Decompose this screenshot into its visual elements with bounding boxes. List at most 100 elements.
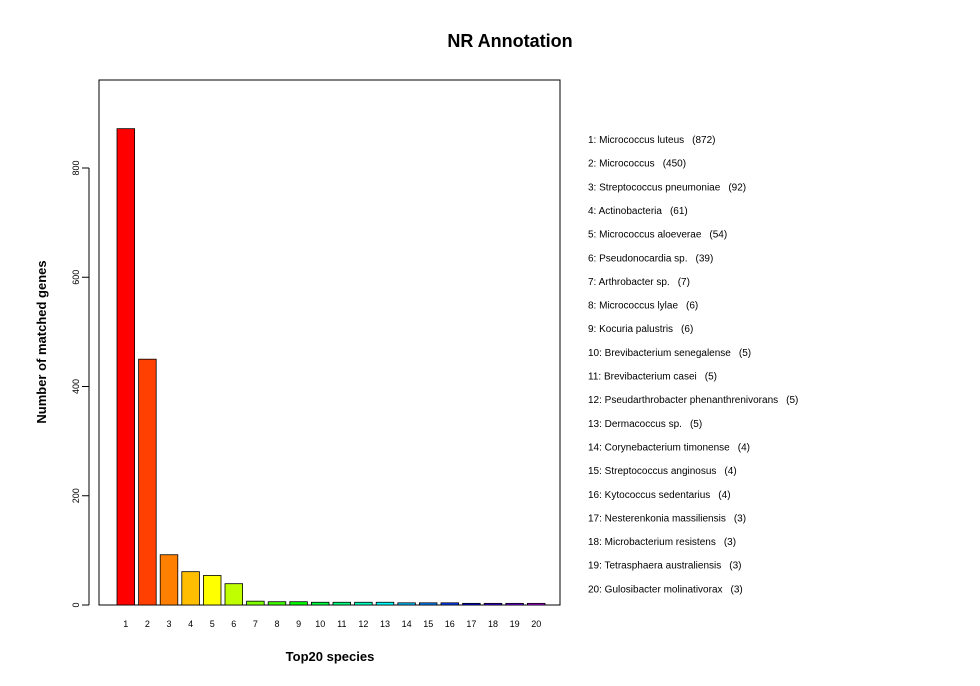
legend-entry-label: 13: Dermacoccus sp. (588, 419, 682, 430)
bars (116, 128, 546, 606)
legend-entry-count: (92) (728, 182, 746, 193)
legend-entry-count: (5) (690, 419, 702, 430)
legend-entry: 7: Arthrobacter sp. (7) (588, 277, 690, 288)
legend-entry: 8: Micrococcus lylae (6) (588, 301, 698, 312)
legend-entry: 17: Nesterenkonia massiliensis (3) (588, 513, 746, 524)
bar-17 (462, 602, 481, 606)
legend-entry-label: 6: Pseudonocardia sp. (588, 253, 688, 264)
bar-2 (138, 358, 157, 606)
y-tick-label: 600 (71, 270, 81, 285)
x-tick-label: 18 (488, 619, 498, 629)
x-tick-label: 20 (531, 619, 541, 629)
legend-entry-count: (54) (709, 230, 727, 241)
legend-entry: 3: Streptococcus pneumoniae (92) (588, 182, 746, 193)
legend-entry-label: 7: Arthrobacter sp. (588, 277, 670, 288)
legend-entry: 1: Micrococcus luteus (872) (588, 135, 716, 146)
legend-entry-label: 20: Gulosibacter molinativorax (588, 584, 723, 595)
bar-3 (159, 554, 179, 606)
legend-entry: 13: Dermacoccus sp. (5) (588, 419, 702, 430)
legend-entry-label: 2: Micrococcus (588, 159, 655, 170)
y-tick-label: 800 (71, 160, 81, 175)
legend: 1: Micrococcus luteus (872) 2: Micrococcus… (588, 135, 798, 595)
legend-entry-label: 18: Microbacterium resistens (588, 537, 716, 548)
legend-entry-count: (3) (724, 537, 736, 548)
bar-13 (375, 601, 395, 606)
legend-entry-label: 10: Brevibacterium senegalense (588, 348, 731, 359)
legend-entry-count: (3) (731, 584, 743, 595)
legend-entry: 10: Brevibacterium senegalense (5) (588, 348, 751, 359)
legend-entry-count: (5) (739, 348, 751, 359)
legend-entry-label: 1: Micrococcus luteus (588, 135, 684, 146)
bar-10 (310, 601, 330, 606)
x-tick-label: 17 (466, 619, 476, 629)
legend-entry-count: (4) (718, 490, 730, 501)
legend-entry-count: (4) (738, 442, 750, 453)
legend-entry-count: (5) (786, 395, 798, 406)
legend-entry-count: (872) (692, 135, 715, 146)
x-tick-label: 19 (510, 619, 520, 629)
x-tick-label: 7 (253, 619, 258, 629)
bar-9 (289, 601, 308, 606)
bar-19 (505, 602, 524, 606)
bar-16 (440, 602, 460, 606)
legend-entry-count: (6) (681, 324, 693, 335)
x-tick-label: 11 (337, 619, 346, 629)
x-tick-label: 16 (445, 619, 455, 629)
x-tick-label: 6 (231, 619, 236, 629)
legend-entry-count: (6) (686, 301, 698, 312)
legend-entry: 11: Brevibacterium casei (5) (588, 372, 717, 383)
bar-20 (527, 602, 546, 606)
legend-entry: 14: Corynebacterium timonense (4) (588, 442, 750, 453)
legend-entry: 6: Pseudonocardia sp. (39) (588, 253, 713, 264)
bar-4 (181, 571, 200, 606)
x-tick-label: 3 (166, 619, 171, 629)
legend-entry-count: (3) (734, 513, 746, 524)
legend-entry-label: 17: Nesterenkonia massiliensis (588, 513, 726, 524)
x-tick-label: 5 (210, 619, 215, 629)
bar-18 (483, 602, 503, 606)
x-axis-label: Top20 species (286, 649, 375, 664)
legend-entry: 9: Kocuria palustris (6) (588, 324, 693, 335)
legend-entry-label: 16: Kytococcus sedentarius (588, 490, 710, 501)
legend-entry-label: 12: Pseudarthrobacter phenanthrenivorans (588, 395, 778, 406)
legend-entry: 12: Pseudarthrobacter phenanthrenivorans… (588, 395, 798, 406)
chart-title: NR Annotation (447, 31, 572, 51)
legend-entry: 4: Actinobacteria (61) (588, 206, 688, 217)
x-tick-label: 8 (274, 619, 279, 629)
x-tick-label: 2 (145, 619, 150, 629)
bar-1 (116, 128, 136, 606)
y-axis-label: Number of matched genes (34, 260, 49, 423)
legend-entry-label: 5: Micrococcus aloeverae (588, 230, 702, 241)
legend-entry-label: 11: Brevibacterium casei (588, 372, 697, 383)
legend-entry-label: 15: Streptococcus anginosus (588, 466, 716, 477)
x-axis-ticks: 1 2 3 4 5 6 7 8 9 10 11 12 13 14 15 16 17 18 19 20 (123, 619, 541, 629)
x-tick-label: 1 (123, 619, 128, 629)
x-tick-label: 14 (402, 619, 412, 629)
bar-5 (202, 575, 222, 606)
bar-12 (354, 601, 373, 606)
legend-entry-label: 19: Tetrasphaera australiensis (588, 561, 721, 572)
legend-entry-label: 3: Streptococcus pneumoniae (588, 182, 721, 193)
bar-7 (246, 600, 265, 606)
legend-entry-count: (450) (663, 159, 686, 170)
legend-entry-count: (61) (670, 206, 688, 217)
legend-entry: 18: Microbacterium resistens (3) (588, 537, 736, 548)
legend-entry: 16: Kytococcus sedentarius (4) (588, 490, 731, 501)
y-tick-label: 400 (71, 379, 81, 394)
legend-entry: 5: Micrococcus aloeverae (54) (588, 230, 727, 241)
bar-11 (332, 601, 352, 606)
legend-entry-count: (3) (729, 561, 741, 572)
plot-frame (98, 79, 561, 606)
legend-entry-label: 4: Actinobacteria (588, 206, 662, 217)
x-tick-label: 12 (358, 619, 368, 629)
bar-14 (397, 602, 416, 606)
legend-entry-label: 9: Kocuria palustris (588, 324, 673, 335)
legend-entry: 15: Streptococcus anginosus (4) (588, 466, 737, 477)
legend-entry-count: (4) (724, 466, 736, 477)
legend-entry: 19: Tetrasphaera australiensis (3) (588, 561, 741, 572)
x-tick-label: 10 (315, 619, 325, 629)
y-tick-label: 200 (71, 488, 81, 503)
x-tick-label: 4 (188, 619, 193, 629)
x-tick-label: 15 (423, 619, 433, 629)
